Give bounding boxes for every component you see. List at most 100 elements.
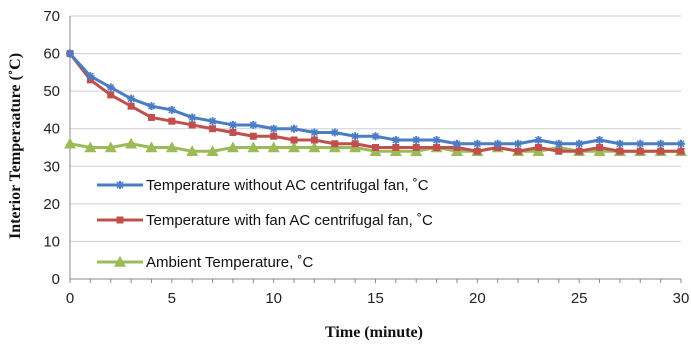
data-point xyxy=(677,139,685,148)
data-point xyxy=(433,144,441,151)
y-tick-label: 10 xyxy=(43,233,60,250)
legend-label: Ambient Temperature, ˚C xyxy=(146,254,313,271)
legend-marker xyxy=(116,216,124,224)
data-point xyxy=(331,140,339,148)
data-point xyxy=(186,145,199,157)
data-point xyxy=(106,83,115,92)
data-point xyxy=(351,140,359,148)
data-point xyxy=(452,139,461,148)
data-point xyxy=(534,135,543,144)
data-point xyxy=(86,72,95,81)
data-point xyxy=(247,141,260,153)
data-point xyxy=(127,102,135,110)
y-tick-label: 40 xyxy=(43,121,60,138)
data-point xyxy=(575,139,584,148)
data-point xyxy=(473,139,482,148)
data-point xyxy=(351,132,360,141)
x-tick-label: 0 xyxy=(66,290,74,307)
axes: 0 10 20 30 40 50 60 70 0 5 10 15 20 25 30 xyxy=(43,8,689,307)
data-point xyxy=(66,49,74,58)
data-point xyxy=(84,141,97,153)
data-point xyxy=(188,113,197,122)
data-point xyxy=(165,141,178,153)
data-point xyxy=(64,137,76,149)
data-point xyxy=(636,147,644,155)
data-point xyxy=(249,132,257,140)
data-point xyxy=(127,94,136,103)
series-0 xyxy=(66,49,685,148)
series-line xyxy=(68,52,681,146)
data-point xyxy=(310,136,318,144)
legend: Temperature without AC centrifugal fan, … xyxy=(97,177,433,271)
y-tick-label: 30 xyxy=(43,158,60,175)
data-point xyxy=(514,147,522,155)
data-point xyxy=(656,139,665,148)
data-point xyxy=(412,144,420,151)
data-point xyxy=(636,139,645,148)
data-point xyxy=(104,141,117,153)
y-tick-label: 50 xyxy=(43,83,60,100)
x-tick-label: 5 xyxy=(168,290,176,307)
data-point xyxy=(308,141,321,153)
data-point xyxy=(290,124,299,133)
series-group xyxy=(64,49,687,157)
data-point xyxy=(288,141,301,153)
data-point xyxy=(270,132,278,140)
data-point xyxy=(616,147,624,155)
data-point xyxy=(493,139,502,148)
data-point xyxy=(432,135,441,144)
y-tick-label: 60 xyxy=(43,46,60,63)
data-point xyxy=(555,147,563,155)
gridlines xyxy=(70,15,681,242)
data-point xyxy=(290,136,298,144)
data-point xyxy=(188,121,196,129)
data-point xyxy=(228,120,237,129)
x-axis-title: Time (minute) xyxy=(325,324,423,341)
data-point xyxy=(330,128,339,137)
data-point xyxy=(209,125,217,133)
data-point xyxy=(391,135,400,144)
data-point xyxy=(249,120,258,129)
data-point xyxy=(229,128,237,136)
data-point xyxy=(392,144,400,151)
data-point xyxy=(554,139,563,148)
data-point xyxy=(514,139,523,148)
x-tick-label: 25 xyxy=(571,290,588,307)
legend-marker xyxy=(116,181,124,189)
x-tick-label: 20 xyxy=(469,290,486,307)
data-point xyxy=(310,128,319,137)
data-point xyxy=(147,102,156,111)
legend-item-2: Ambient Temperature, ˚C xyxy=(97,254,313,271)
data-point xyxy=(372,144,379,151)
data-point xyxy=(615,139,624,148)
data-point xyxy=(534,144,542,151)
data-point xyxy=(226,141,239,153)
data-point xyxy=(596,144,604,151)
legend-item-0: Temperature without AC centrifugal fan, … xyxy=(97,177,429,194)
data-point xyxy=(575,147,583,155)
data-point xyxy=(145,141,158,153)
data-point xyxy=(267,141,280,153)
legend-label: Temperature without AC centrifugal fan, … xyxy=(146,177,429,194)
y-tick-label: 0 xyxy=(52,271,60,288)
data-point xyxy=(168,117,176,125)
legend-marker xyxy=(114,256,126,267)
y-tick-label: 20 xyxy=(43,196,60,213)
y-axis-title: Interior Temperaature (˚C) xyxy=(7,53,24,239)
data-point xyxy=(269,124,278,133)
data-point xyxy=(167,105,176,114)
data-point xyxy=(107,91,115,99)
data-point xyxy=(147,113,155,121)
data-point xyxy=(206,145,219,157)
legend-item-1: Temperature with fan AC centrifugal fan,… xyxy=(97,212,433,229)
data-point xyxy=(208,117,217,126)
data-point xyxy=(125,137,138,149)
x-tick-label: 15 xyxy=(367,290,384,307)
data-point xyxy=(595,135,604,144)
data-point xyxy=(371,132,380,141)
x-tick-label: 10 xyxy=(265,290,282,307)
data-point xyxy=(412,135,421,144)
data-point xyxy=(473,147,481,155)
legend-label: Temperature with fan AC centrifugal fan,… xyxy=(146,212,433,229)
